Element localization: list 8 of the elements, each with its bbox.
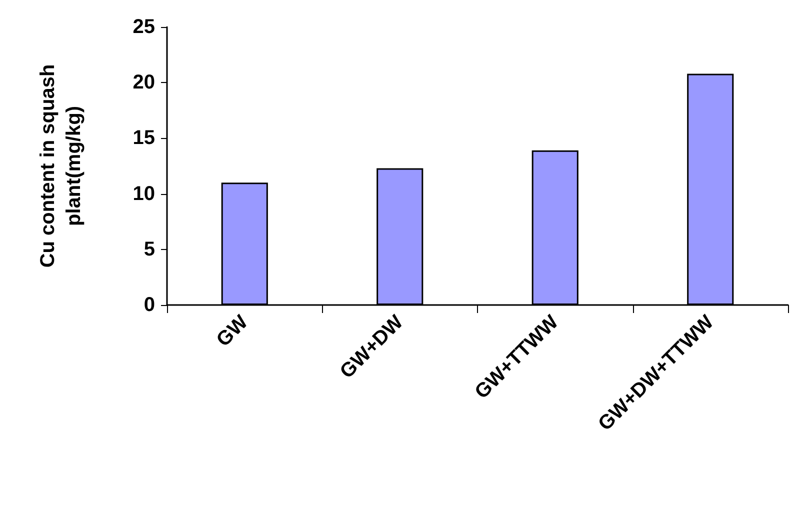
y-tick-label: 10 [132, 182, 155, 205]
y-tick-label: 25 [132, 16, 155, 38]
y-tick-label: 0 [144, 294, 155, 316]
y-tick-label: 5 [144, 238, 155, 260]
y-tick-label: 20 [132, 72, 155, 94]
x-tick-label: GW [212, 311, 252, 352]
y-tick-label: 15 [132, 127, 155, 150]
y-axis-title: Cu content in squash plant(mg/kg) [37, 64, 85, 268]
